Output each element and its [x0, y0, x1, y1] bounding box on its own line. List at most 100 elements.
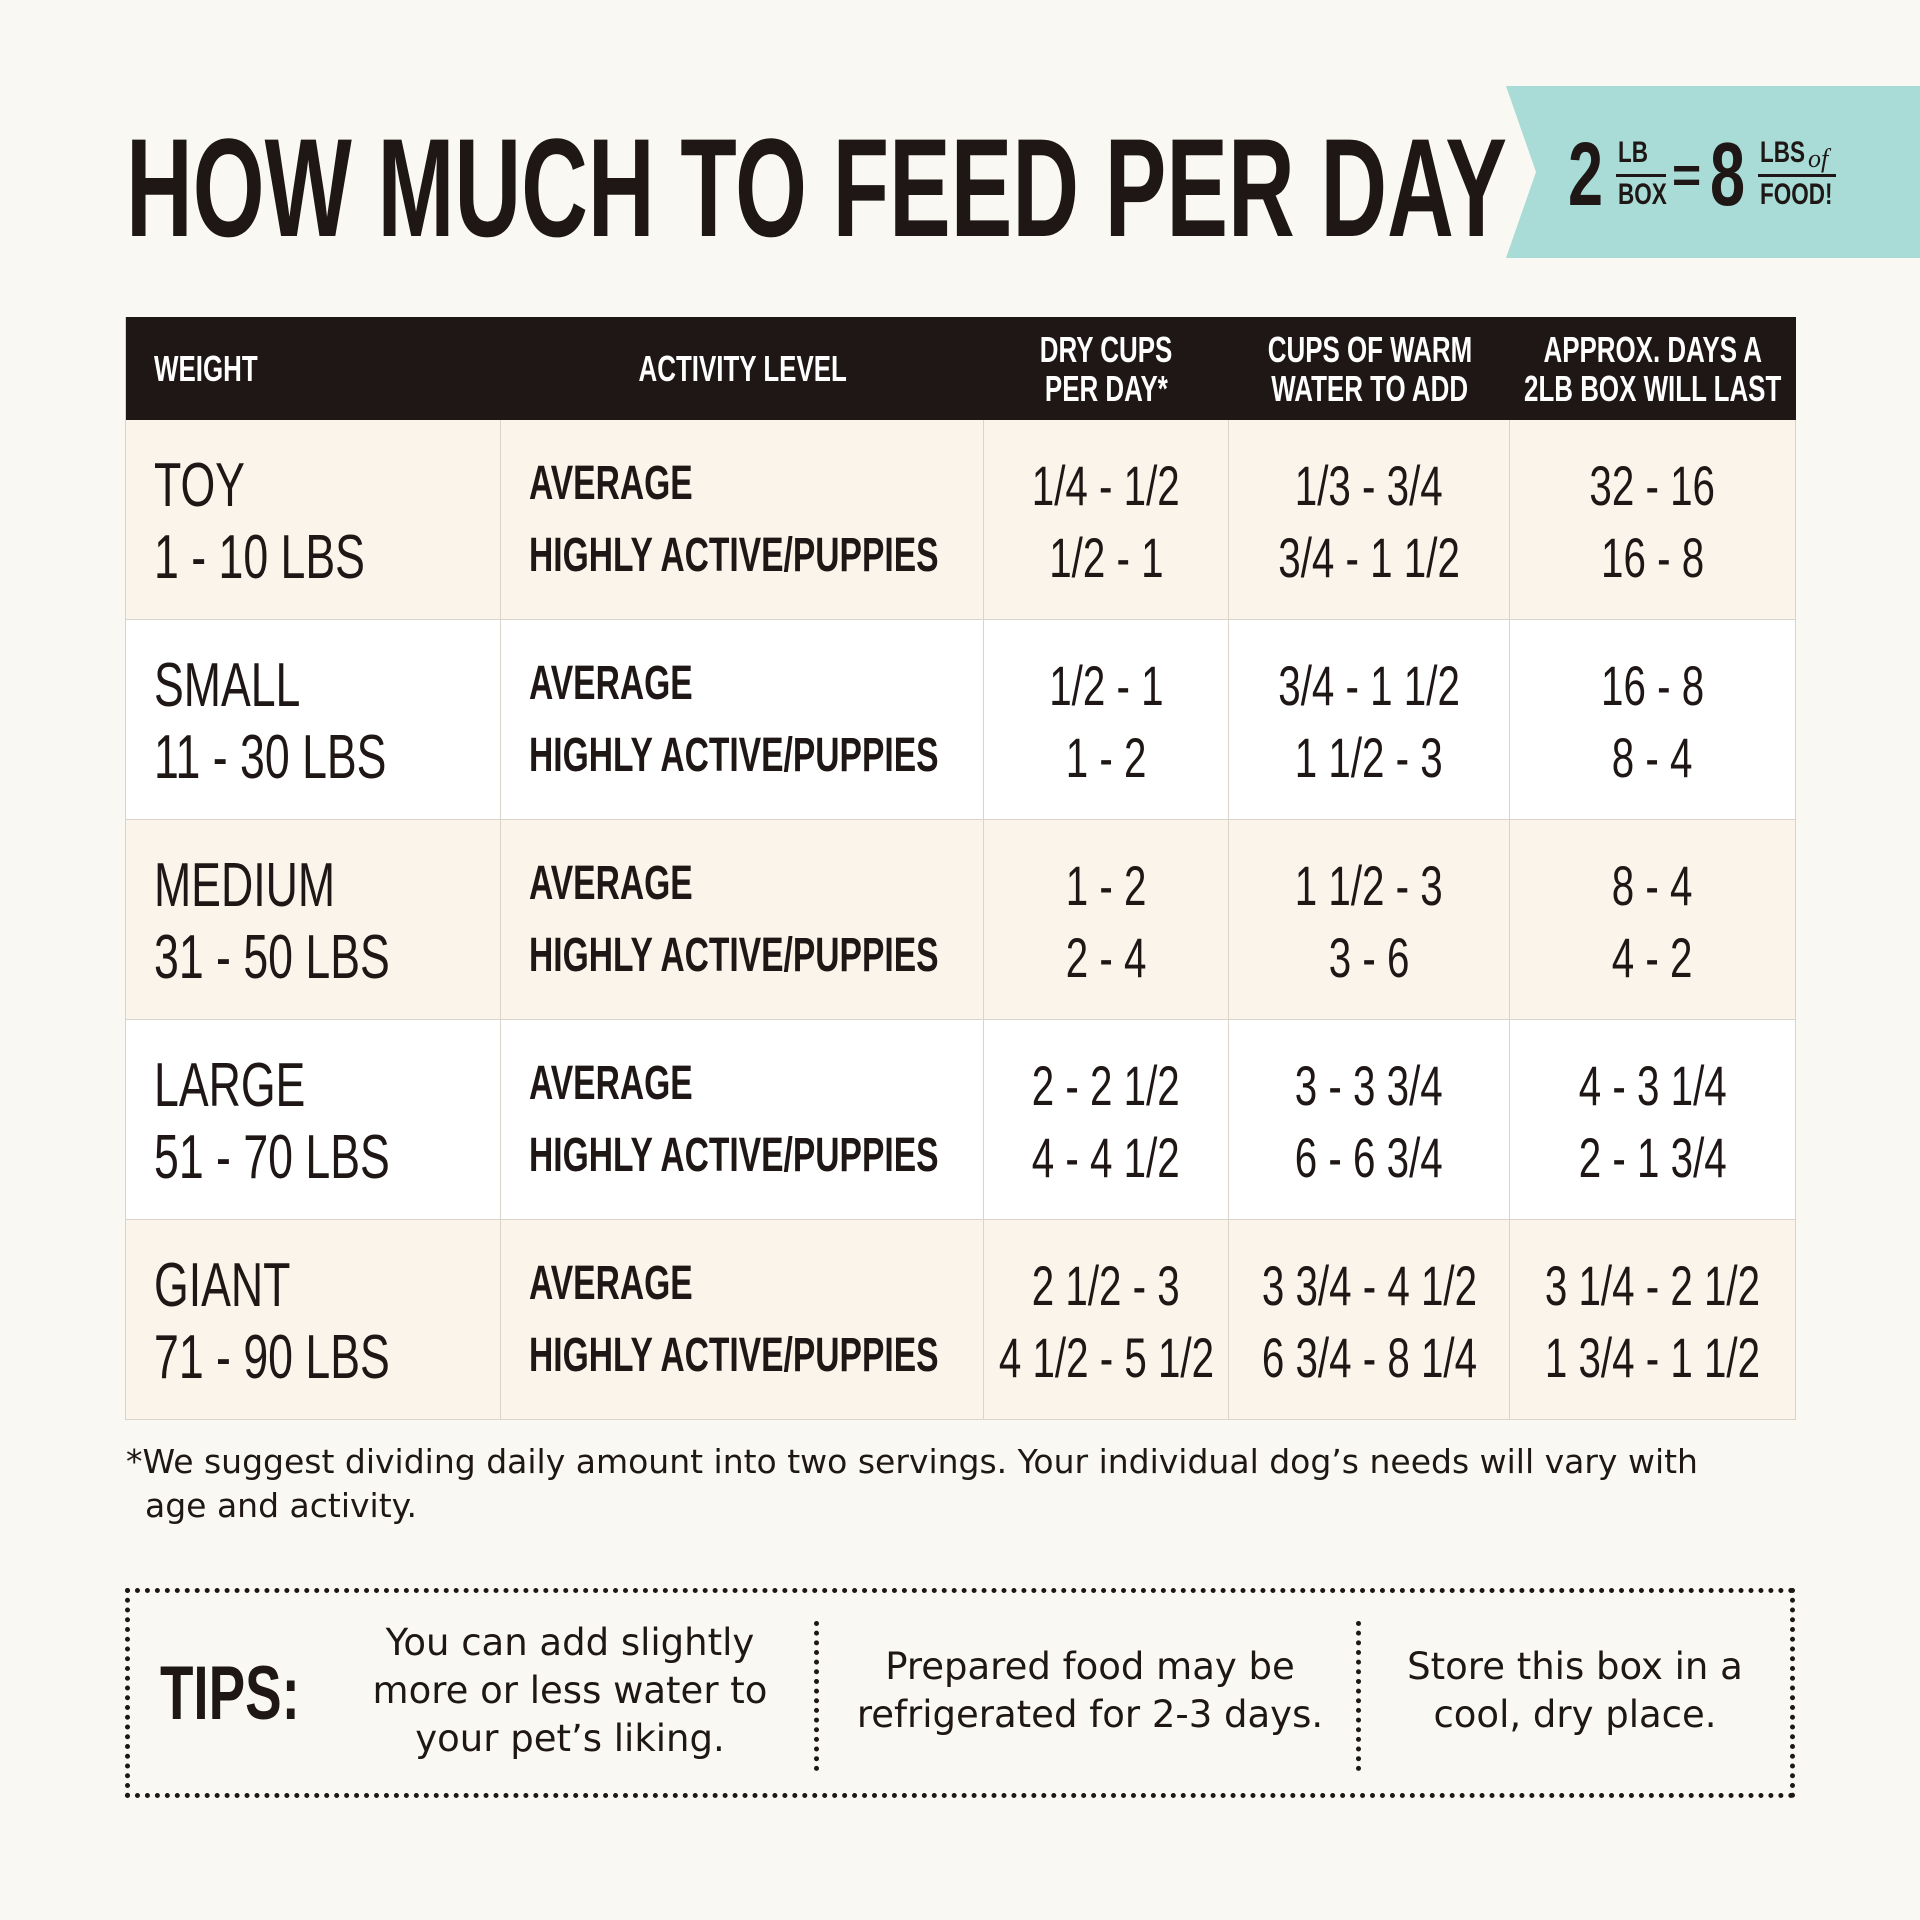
- header-text: WATER TO ADD: [1271, 367, 1468, 409]
- badge-equals: =: [1672, 147, 1702, 203]
- table-cell: 16 - 8 8 - 4: [1510, 620, 1796, 820]
- table-cell: 4 - 3 1/4 2 - 1 3/4: [1510, 1020, 1796, 1220]
- table-cell: AVERAGE HIGHLY ACTIVE/PUPPIES: [501, 1020, 984, 1220]
- cell-text: 4 1/2 - 5 1/2: [998, 1325, 1214, 1389]
- cell-line: 3 1/4 - 2 1/2: [1503, 1250, 1802, 1322]
- cell-line: 71 - 90 LBS: [154, 1322, 481, 1394]
- cell-line: AVERAGE: [529, 648, 763, 720]
- cell-text: 6 - 6 3/4: [1295, 1125, 1443, 1189]
- cell-line: 3/4 - 1 1/2: [1243, 650, 1495, 722]
- header-text: CUPS OF WARM: [1267, 328, 1472, 370]
- cell-text: 1/2 - 1: [1048, 653, 1164, 717]
- table-cell: AVERAGE HIGHLY ACTIVE/PUPPIES: [501, 420, 984, 620]
- cell-line: 4 - 3 1/4: [1550, 1050, 1755, 1122]
- cell-text: HIGHLY ACTIVE/PUPPIES: [529, 728, 939, 782]
- cell-line: 3 - 6: [1313, 922, 1425, 994]
- table-cell: 3/4 - 1 1/2 1 1/2 - 3: [1229, 620, 1510, 820]
- tip: Store this box in a cool, dry place.: [1407, 1645, 1743, 1736]
- header-cell: DRY CUPS PER DAY*: [984, 317, 1229, 420]
- cell-text: 1 3/4 - 1 1/2: [1544, 1325, 1761, 1389]
- cell-line: 4 - 2: [1596, 922, 1708, 994]
- cell-text: 2 1/2 - 3: [1032, 1253, 1180, 1317]
- table-cell: 2 1/2 - 3 4 1/2 - 5 1/2: [984, 1220, 1229, 1420]
- cell-text: 4 - 3 1/4: [1578, 1053, 1727, 1117]
- cell-line: 3 - 3 3/4: [1266, 1050, 1471, 1122]
- cell-line: AVERAGE: [529, 1048, 763, 1120]
- cell-text: 4 - 4 1/2: [1032, 1125, 1180, 1189]
- table-cell: 32 - 16 16 - 8: [1510, 420, 1796, 620]
- table-cell: 3 - 3 3/4 6 - 6 3/4: [1229, 1020, 1510, 1220]
- cell-line: 1 1/2 - 3: [1266, 850, 1471, 922]
- cell-text: 1 - 10 LBS: [154, 522, 365, 592]
- badge-number: 8: [1710, 125, 1746, 225]
- cell-line: 1 - 2: [1050, 722, 1162, 794]
- table-cell: 1/2 - 1 1 - 2: [984, 620, 1229, 820]
- cell-text: 2 - 2 1/2: [1032, 1053, 1180, 1117]
- header-cell: CUPS OF WARM WATER TO ADD: [1229, 317, 1510, 420]
- cell-text: 4 - 2: [1612, 925, 1693, 989]
- badge-unit: of: [1808, 144, 1829, 173]
- cell-line: 1/2 - 1: [1027, 650, 1186, 722]
- header-text: DRY CUPS: [1040, 328, 1173, 370]
- cell-line: 1 3/4 - 1 1/2: [1503, 1322, 1802, 1394]
- cell-line: 4 - 4 1/2: [1003, 1122, 1208, 1194]
- cell-text: AVERAGE: [529, 656, 693, 710]
- cell-line: LARGE: [154, 1050, 364, 1122]
- cell-line: 4 1/2 - 5 1/2: [957, 1322, 1256, 1394]
- cell-line: 2 - 1 3/4: [1550, 1122, 1755, 1194]
- cell-line: AVERAGE: [529, 848, 763, 920]
- cell-text: 3 - 3 3/4: [1295, 1053, 1443, 1117]
- title: HOW MUCH TO FEED PER DAY: [126, 109, 1507, 266]
- cell-text: HIGHLY ACTIVE/PUPPIES: [529, 1328, 939, 1382]
- table-cell: 1/3 - 3/4 3/4 - 1 1/2: [1229, 420, 1510, 620]
- header-cell: APPROX. DAYS A 2LB BOX WILL LAST: [1510, 317, 1796, 420]
- cell-text: AVERAGE: [529, 456, 693, 510]
- badge-unit: LBS: [1760, 136, 1805, 169]
- header-text: ACTIVITY LEVEL: [638, 348, 847, 389]
- cell-text: 1 1/2 - 3: [1295, 725, 1443, 789]
- cell-line: 1 1/2 - 3: [1266, 722, 1471, 794]
- cell-line: 1/2 - 1: [1027, 522, 1186, 594]
- cell-line: 1/3 - 3/4: [1266, 450, 1471, 522]
- table-cell: AVERAGE HIGHLY ACTIVE/PUPPIES: [501, 820, 984, 1020]
- cell-text: 3 1/4 - 2 1/2: [1544, 1253, 1761, 1317]
- table-cell: SMALL 11 - 30 LBS: [126, 620, 501, 820]
- cell-line: 51 - 70 LBS: [154, 1122, 481, 1194]
- cell-line: 2 - 2 1/2: [1003, 1050, 1208, 1122]
- cell-text: 3/4 - 1 1/2: [1278, 525, 1460, 589]
- cell-text: SMALL: [154, 650, 301, 720]
- badge-unit: FOOD!: [1760, 178, 1833, 211]
- cell-text: 32 - 16: [1589, 453, 1716, 517]
- cell-line: 31 - 50 LBS: [154, 922, 481, 994]
- header-cell: WEIGHT: [126, 317, 501, 420]
- footnote: *We suggest dividing daily amount into t…: [126, 1442, 1698, 1525]
- cell-line: 1/4 - 1/2: [1003, 450, 1208, 522]
- tip: Prepared food may be refrigerated for 2-…: [856, 1645, 1324, 1736]
- cell-line: 8 - 4: [1596, 850, 1708, 922]
- table-cell: GIANT 71 - 90 LBS: [126, 1220, 501, 1420]
- tips-label: TIPS:: [160, 1650, 300, 1736]
- tip-divider: [1356, 1621, 1361, 1771]
- feeding-table: WEIGHT ACTIVITY LEVEL DRY CUPS PER DAY* CUPS…: [125, 317, 1796, 1420]
- cell-text: 8 - 4: [1612, 853, 1693, 917]
- badge-unit: BOX: [1618, 178, 1667, 211]
- cell-line: 1 - 10 LBS: [154, 522, 447, 594]
- cell-text: 1/3 - 3/4: [1295, 453, 1443, 517]
- cell-line: HIGHLY ACTIVE/PUPPIES: [529, 920, 1114, 992]
- cell-text: MEDIUM: [154, 850, 336, 920]
- table-cell: 3 1/4 - 2 1/2 1 3/4 - 1 1/2: [1510, 1220, 1796, 1420]
- cell-text: 31 - 50 LBS: [154, 922, 390, 992]
- cell-line: 1 - 2: [1050, 850, 1162, 922]
- cell-text: GIANT: [154, 1250, 291, 1320]
- cell-line: 16 - 8: [1581, 522, 1724, 594]
- cell-text: 1 - 2: [1065, 853, 1147, 917]
- cell-text: 8 - 4: [1612, 725, 1693, 789]
- cell-text: 2 - 4: [1065, 925, 1147, 989]
- table-cell: 8 - 4 4 - 2: [1510, 820, 1796, 1020]
- header-text: PER DAY*: [1045, 367, 1168, 409]
- cell-text: AVERAGE: [529, 856, 693, 910]
- table-cell: 1 - 2 2 - 4: [984, 820, 1229, 1020]
- cell-text: 2 - 1 3/4: [1578, 1125, 1727, 1189]
- cell-text: HIGHLY ACTIVE/PUPPIES: [529, 1128, 939, 1182]
